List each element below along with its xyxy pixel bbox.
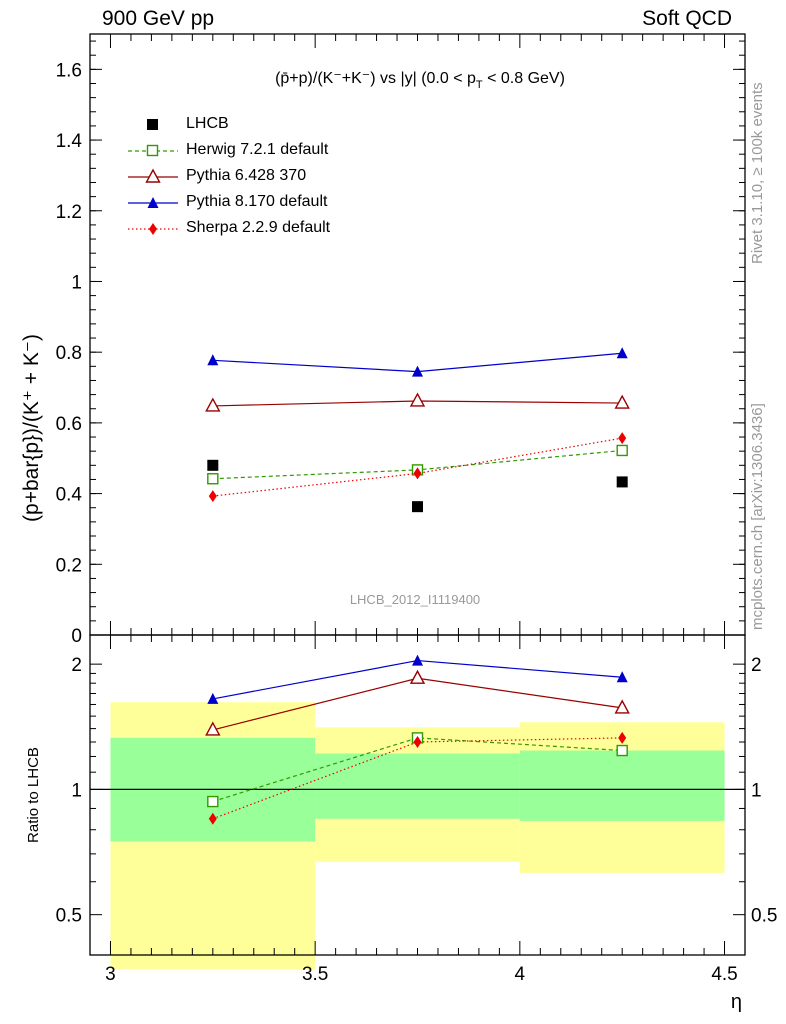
pythia6-point (409, 392, 426, 407)
series-sherpa (208, 432, 627, 503)
herwig-line (212, 737, 623, 803)
legend-label-lhcb: LHCB (186, 115, 229, 132)
x-axis-label: η (731, 991, 742, 1013)
sherpa-point (413, 467, 422, 480)
sherpa-point (618, 731, 627, 744)
main-y-tick-label: 0 (71, 626, 82, 647)
legend-marker-lhcb (147, 119, 158, 130)
x-tick-label: 3 (105, 964, 116, 985)
legend-marker-sherpa (128, 223, 178, 235)
main-y-tick-label: 1 (71, 272, 82, 293)
main-y-tick-label: 1.2 (56, 202, 82, 223)
data-point (207, 459, 219, 471)
ratio-error-band-inner (519, 750, 725, 821)
plot-title: (p̄+p)/(K⁻+K⁻) vs |y| (0.0 < pT < 0.8 Ge… (275, 70, 565, 91)
ratio-y-tick-label: 0.5 (56, 906, 82, 927)
ratio-y-tick-label: 2 (71, 655, 82, 676)
ratio-panel: 0.5 0.5 1 1 2 2 3 3.5 4 4.5 η Ratio to LHCB (25, 634, 777, 1013)
x-tick-label: 4.5 (711, 964, 737, 985)
main-y-tick-label: 0.4 (56, 485, 83, 506)
main-y-tick-label: 1.6 (56, 60, 82, 81)
process-label: Soft QCD (642, 7, 732, 30)
data-point (616, 476, 628, 488)
main-y-axis-label: (p+bar{p})/(K⁺ + K⁻) (20, 334, 43, 522)
series-pythia6 (205, 669, 630, 736)
pythia8-point (616, 347, 628, 359)
herwig-point (616, 744, 628, 757)
series-pythia8 (207, 347, 628, 377)
ratio-y-tick-label-right: 0.5 (751, 906, 777, 927)
main-y-tick-label: 0.8 (56, 343, 82, 364)
x-tick-label: 4 (515, 964, 526, 985)
ratio-y-tick-label-right: 2 (751, 655, 762, 676)
legend-label-pythia6: Pythia 6.428 370 (186, 167, 307, 184)
series-data (207, 459, 628, 513)
ratio-y-tick-label: 1 (71, 780, 82, 801)
pythia8-point (412, 654, 423, 666)
pythia6-point (409, 669, 426, 684)
pythia6-point (614, 394, 630, 409)
sherpa-point (208, 812, 217, 825)
collision-label: 900 GeV pp (102, 7, 215, 30)
ratio-y-axis-label: Ratio to LHCB (25, 747, 42, 843)
x-tick-label: 3.5 (302, 964, 328, 985)
herwig-point (207, 473, 219, 485)
sherpa-line (212, 437, 623, 497)
ratio-error-band-inner (315, 753, 520, 819)
series-pythia6 (205, 392, 630, 412)
rivet-version-label: Rivet 3.1.10, ≥ 100k events (749, 82, 766, 264)
legend-label-pythia8: Pythia 8.170 default (186, 193, 328, 210)
legend-marker-pythia6 (128, 168, 178, 183)
herwig-point (616, 444, 628, 457)
pythia6-point (205, 397, 221, 412)
legend-marker-herwig (128, 144, 178, 157)
main-y-tick-label: 0.2 (56, 555, 82, 576)
legend-label-herwig: Herwig 7.2.1 default (186, 141, 329, 158)
main-y-tick-label: 0.6 (56, 414, 82, 435)
pythia8-point (412, 365, 423, 377)
ratio-y-tick-label-right: 1 (751, 780, 762, 801)
series-sherpa (208, 731, 627, 825)
pythia8-point (207, 692, 219, 704)
pythia6-point (614, 699, 630, 714)
watermark-label: LHCB_2012_I1119400 (350, 592, 480, 607)
legend-marker-pythia8 (128, 197, 178, 208)
pythia8-point (207, 354, 219, 366)
herwig-point (207, 795, 219, 808)
data-point (412, 501, 423, 513)
pythia8-point (616, 671, 628, 683)
main-y-tick-label: 1.4 (56, 131, 83, 152)
sherpa-line (212, 737, 623, 820)
series-pythia8 (207, 654, 628, 704)
mcplots-reference-label: mcplots.cern.ch [arXiv:1306.3436] (749, 403, 766, 630)
pythia6-point (205, 721, 221, 736)
sherpa-point (413, 735, 422, 748)
sherpa-point (208, 490, 217, 503)
legend-label-sherpa: Sherpa 2.2.9 default (186, 219, 331, 236)
main-panel: LHCB_2012_I1119400 (p̄+p)/(K⁻+K⁻) vs |y| … (20, 33, 766, 647)
sherpa-point (618, 432, 627, 445)
